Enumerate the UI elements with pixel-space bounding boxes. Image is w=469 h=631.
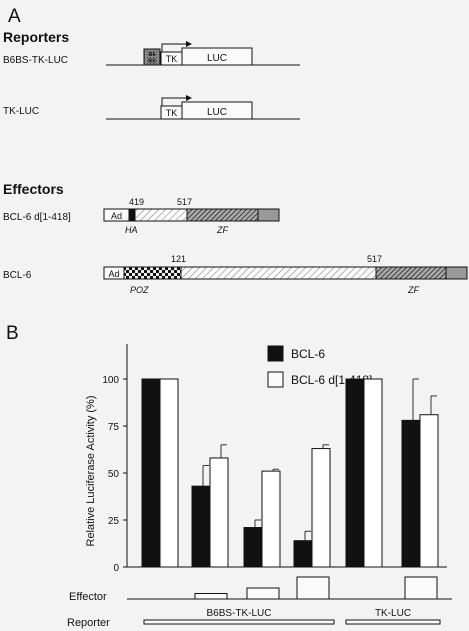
bar-bcl6 [243, 527, 263, 568]
position-mid-label: 121 [171, 254, 186, 264]
poz-label: POZ [130, 285, 149, 295]
reporter-group-label-tk: TK-LUC [375, 608, 411, 619]
tk-label: TK [166, 108, 178, 118]
position-end-label: 517 [367, 254, 382, 264]
luc-box [181, 101, 253, 120]
y-tick-label: 75 [108, 422, 120, 433]
bar-bcl6 [141, 378, 161, 568]
ha-tag-box [128, 208, 136, 222]
bar-bcl6-d1-418 [159, 378, 179, 568]
effector-dose-box [404, 576, 438, 600]
transcription-start-arrow [161, 97, 186, 106]
reporters-heading: Reporters [3, 29, 69, 45]
y-tick-label: 25 [108, 516, 120, 527]
zf-label: ZF [407, 285, 419, 295]
effectors-heading: Effectors [3, 181, 64, 197]
effector-label: BCL-6 [3, 270, 32, 281]
reporter-row-label: Reporter [67, 617, 110, 629]
luc-label: LUC [207, 107, 227, 118]
reporter-label: B6BS-TK-LUC [3, 55, 68, 66]
poz-domain [123, 266, 182, 280]
tk-label: TK [166, 54, 178, 64]
zf-domain [375, 266, 447, 280]
b6bs-site-box [143, 48, 161, 66]
effector-dose-box [246, 587, 280, 600]
bar-bcl6-d1-418 [209, 457, 229, 568]
panel-a-letter: A [8, 6, 21, 27]
bar-bcl6-d1-418 [363, 378, 383, 568]
legend-swatch-bcl6-d1-418 [267, 371, 284, 388]
reporter-group-label-b6bs: B6BS-TK-LUC [206, 608, 271, 619]
legend-swatch-bcl6 [267, 345, 284, 362]
bar-bcl6-d1-418 [419, 414, 439, 568]
reporter-tk-luc: TK-LUC TK LUC [3, 95, 300, 120]
reporter-group-bar-tk [345, 619, 441, 625]
effector-bcl6: BCL-6 121 517 Ad POZ ZF [3, 254, 468, 295]
bar-bcl6-d1-418 [311, 448, 331, 568]
luc-box [181, 47, 253, 66]
site-label-bottom: BS [148, 59, 156, 65]
y-axis-title: Relative Luciferase Activity (%) [85, 396, 97, 547]
zf-domain [186, 208, 259, 222]
bar-bcl6 [401, 419, 421, 568]
bar-bcl6-d1-418 [261, 470, 281, 568]
panel-b-letter: B [6, 323, 19, 344]
legend-label-bcl6: BCL-6 [291, 347, 325, 361]
ad-label: Ad [111, 211, 122, 221]
bar-bcl6 [293, 540, 313, 568]
bars [141, 378, 439, 568]
y-tick-label: 0 [113, 563, 119, 574]
site-label-top: B6 [148, 52, 155, 58]
ad-label: Ad [108, 269, 119, 279]
luc-label: LUC [207, 53, 227, 64]
position-end-label: 517 [177, 197, 192, 207]
bar-bcl6 [191, 485, 211, 568]
position-start-label: 419 [129, 197, 144, 207]
effector-row-label: Effector [69, 591, 107, 603]
effector-dose-box [194, 593, 228, 600]
c-terminal-region [445, 266, 468, 280]
effector-bcl6-d1-418: BCL-6 d[1-418] 419 517 Ad HA ZF [3, 197, 280, 235]
bar-bcl6 [345, 378, 365, 568]
linker-region [134, 208, 188, 222]
effector-label: BCL-6 d[1-418] [3, 212, 71, 223]
ha-tag-label: HA [125, 225, 138, 235]
reporter-group-bar-b6bs [143, 619, 335, 625]
c-terminal-region [257, 208, 280, 222]
effector-dose-boxes [194, 576, 438, 600]
linker-region [180, 266, 377, 280]
reporter-label: TK-LUC [3, 106, 39, 117]
effector-dose-box [296, 576, 330, 600]
y-tick-label: 50 [108, 469, 120, 480]
transcription-start-arrow [161, 43, 186, 52]
y-axis-ticks: 0 25 50 75 100 [102, 375, 127, 574]
zf-label: ZF [216, 225, 228, 235]
reporter-b6bs-tk-luc: B6BS-TK-LUC B6 BS TK LUC [3, 41, 300, 66]
y-tick-label: 100 [102, 375, 119, 386]
